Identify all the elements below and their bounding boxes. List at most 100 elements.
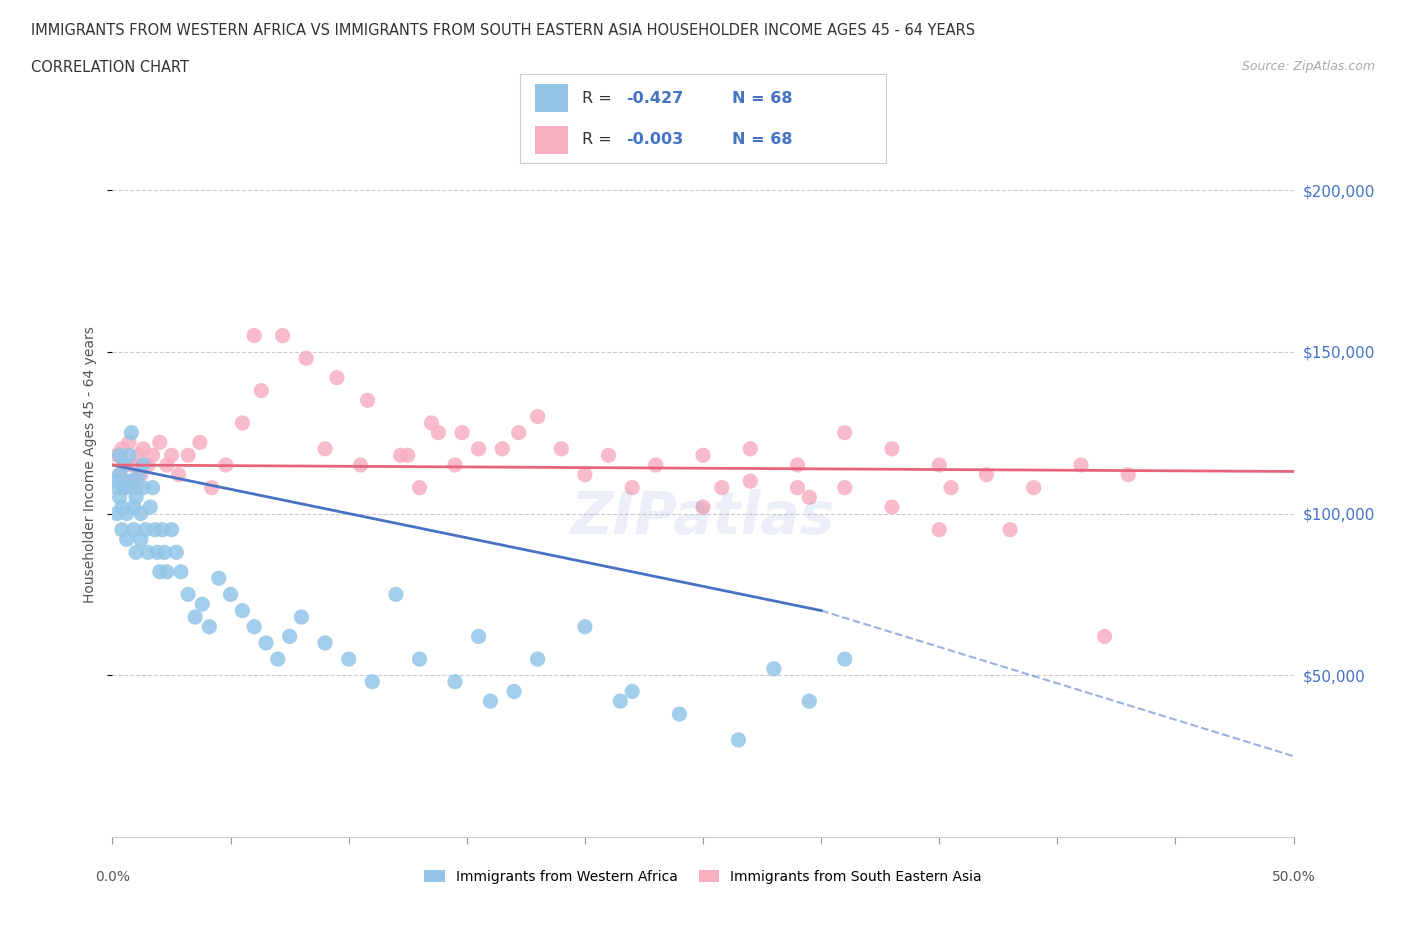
Point [160, 448, 183, 463]
Point [112, 480, 135, 495]
Point [132, 442, 155, 457]
Text: ZIPatlas: ZIPatlas [571, 488, 835, 546]
Point [385, 587, 408, 602]
Point [127, 448, 149, 463]
Point [108, 448, 131, 463]
Point [191, 597, 214, 612]
Point [160, 523, 183, 538]
Point [408, 652, 430, 667]
Point [361, 674, 384, 689]
Text: IMMIGRANTS FROM WESTERN AFRICA VS IMMIGRANTS FROM SOUTH EASTERN ASIA HOUSEHOLDER: IMMIGRANTS FROM WESTERN AFRICA VS IMMIGR… [31, 23, 974, 38]
Point [156, 458, 179, 472]
Point [1116, 467, 1139, 482]
Text: N = 68: N = 68 [733, 132, 793, 147]
Point [132, 480, 155, 495]
Point [526, 652, 548, 667]
Text: 50.0%: 50.0% [1271, 870, 1316, 884]
Point [278, 629, 301, 644]
Point [188, 435, 211, 450]
Point [105, 506, 128, 521]
Point [526, 409, 548, 424]
Text: Source: ZipAtlas.com: Source: ZipAtlas.com [1241, 60, 1375, 73]
Point [740, 442, 762, 457]
Point [118, 435, 141, 450]
Point [337, 652, 360, 667]
FancyBboxPatch shape [534, 126, 568, 154]
Point [120, 473, 142, 488]
Point [149, 565, 172, 579]
Point [326, 370, 349, 385]
Point [740, 473, 762, 488]
Point [710, 480, 733, 495]
Point [479, 694, 502, 709]
Point [105, 480, 128, 495]
Point [396, 448, 419, 463]
Point [136, 545, 159, 560]
Point [349, 458, 371, 472]
Point [208, 571, 231, 586]
Point [928, 458, 950, 472]
Point [644, 458, 666, 472]
Point [129, 506, 152, 521]
Point [295, 351, 318, 365]
Point [127, 467, 149, 482]
Point [111, 442, 134, 457]
Point [139, 499, 162, 514]
Point [201, 480, 224, 495]
Point [136, 458, 159, 472]
Point [727, 733, 749, 748]
Point [467, 629, 489, 644]
Point [215, 458, 238, 472]
Text: R =: R = [582, 132, 617, 147]
Point [408, 480, 430, 495]
Point [177, 587, 200, 602]
Point [1094, 629, 1116, 644]
Point [834, 652, 856, 667]
Point [834, 425, 856, 440]
Point [108, 467, 131, 482]
Point [998, 523, 1021, 538]
Point [198, 619, 221, 634]
Point [122, 499, 145, 514]
Text: 0.0%: 0.0% [96, 870, 129, 884]
Point [880, 442, 903, 457]
Text: CORRELATION CHART: CORRELATION CHART [31, 60, 188, 75]
Y-axis label: Householder Income Ages 45 - 64 years: Householder Income Ages 45 - 64 years [83, 326, 97, 604]
Point [420, 416, 443, 431]
Point [574, 467, 596, 482]
Point [692, 499, 714, 514]
Point [149, 435, 172, 450]
Point [129, 467, 152, 482]
Point [165, 545, 187, 560]
Point [143, 523, 166, 538]
Point [314, 442, 336, 457]
Point [146, 545, 169, 560]
Point [314, 635, 336, 650]
Point [508, 425, 530, 440]
Point [156, 565, 179, 579]
Point [125, 545, 148, 560]
Point [115, 506, 138, 521]
Legend: Immigrants from Western Africa, Immigrants from South Eastern Asia: Immigrants from Western Africa, Immigran… [419, 865, 987, 890]
Point [115, 532, 138, 547]
Point [120, 425, 142, 440]
Point [111, 499, 134, 514]
Point [118, 473, 141, 488]
FancyBboxPatch shape [534, 84, 568, 113]
Point [219, 587, 242, 602]
Point [621, 480, 644, 495]
Point [184, 609, 207, 624]
Point [254, 635, 277, 650]
Point [122, 523, 145, 538]
Point [491, 442, 513, 457]
Point [142, 448, 165, 463]
Point [267, 652, 290, 667]
Point [104, 473, 127, 488]
Point [799, 490, 821, 505]
Point [976, 467, 998, 482]
Point [1070, 458, 1092, 472]
Point [427, 425, 450, 440]
Point [609, 694, 631, 709]
Point [880, 499, 903, 514]
Point [150, 523, 173, 538]
